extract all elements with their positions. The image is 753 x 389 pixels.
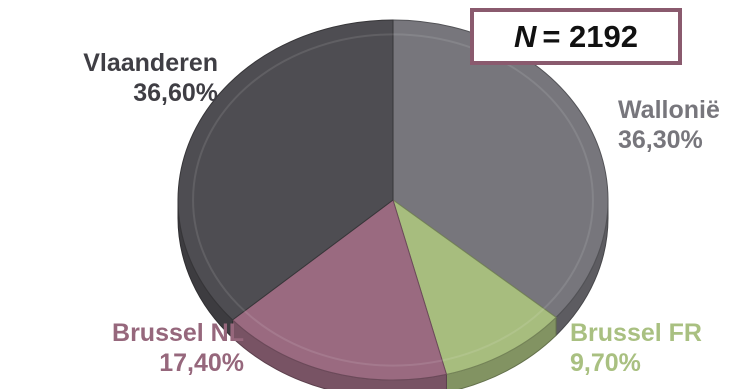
sample-size-symbol: N <box>513 18 537 54</box>
slice-label-brussel-nl: Brussel NL 17,40% <box>20 318 244 378</box>
slice-label-wallonie: Wallonië 36,30% <box>618 95 748 155</box>
slice-name-vlaanderen: Vlaanderen <box>83 49 218 77</box>
slice-brussel-fr <box>392 198 557 375</box>
slice-value-wallonie: 36,30% <box>618 126 703 154</box>
slice-value-brussel-nl: 17,40% <box>159 349 244 377</box>
sample-size-box: N = 2192 <box>470 8 682 65</box>
slice-value-vlaanderen: 36,60% <box>133 79 218 107</box>
slice-name-wallonie: Wallonië <box>618 96 720 124</box>
sample-size-value: = 2192 <box>542 18 639 54</box>
slice-vlaanderen <box>177 19 394 321</box>
slice-brussel-nl <box>231 199 448 381</box>
slice-label-vlaanderen: Vlaanderen 36,60% <box>10 48 218 108</box>
slice-label-brussel-fr: Brussel FR 9,70% <box>570 318 750 378</box>
slice-value-brussel-fr: 9,70% <box>570 349 641 377</box>
slice-name-brussel-nl: Brussel NL <box>112 319 244 347</box>
slice-name-brussel-fr: Brussel FR <box>570 319 702 347</box>
pie-inner-ring <box>192 33 594 367</box>
slice-wallonie <box>392 19 609 318</box>
